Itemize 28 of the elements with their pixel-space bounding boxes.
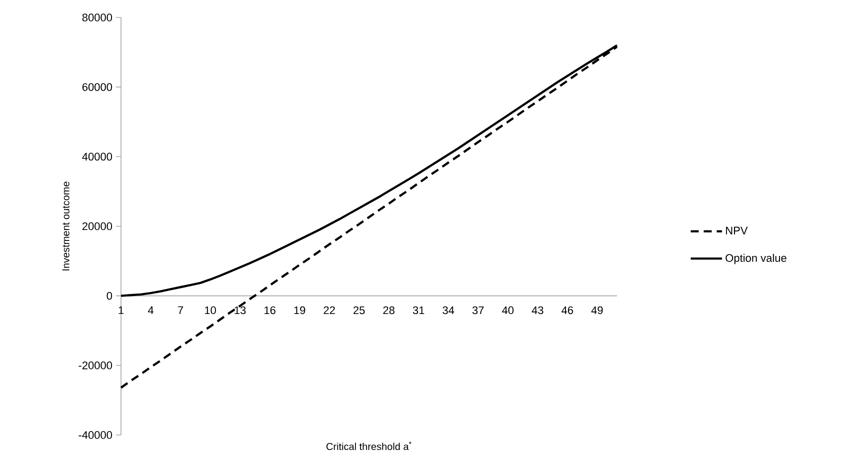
x-tick-label: 34 — [442, 306, 454, 314]
y-tick-label: 0 — [106, 292, 112, 300]
x-tick-label: 13 — [234, 306, 246, 314]
x-tick-label: 31 — [412, 306, 424, 314]
x-tick-label: 19 — [294, 306, 306, 314]
y-tick-label: 80000 — [82, 14, 112, 22]
legend-label: Option value — [726, 254, 786, 264]
x-tick-label: 49 — [591, 306, 603, 314]
x-tick-label: 10 — [205, 306, 216, 314]
x-tick-label: 4 — [148, 306, 154, 314]
x-tick-label: 40 — [502, 306, 514, 314]
x-tick-label: 7 — [178, 306, 184, 314]
y-tick-label: 60000 — [82, 83, 112, 91]
x-tick-label: 22 — [324, 306, 335, 314]
x-tick-label: 37 — [472, 306, 484, 314]
y-tick-label: 40000 — [82, 152, 112, 161]
legend-label: NPV — [726, 226, 748, 234]
x-tick-label: 16 — [264, 306, 276, 314]
x-tick-label: 46 — [562, 306, 574, 314]
x-tick-label: 1 — [118, 306, 124, 314]
x-tick-label: 28 — [383, 306, 394, 314]
x-tick-label: 25 — [354, 306, 365, 314]
y-tick-label: 20000 — [82, 222, 112, 230]
y-tick-label: -20000 — [78, 362, 112, 370]
y-axis-title: Investment outcome — [62, 182, 70, 270]
x-axis-title: Critical threshold a$^{*}$ — [326, 442, 412, 450]
y-tick-label: -40000 — [78, 431, 112, 439]
x-tick-label: 43 — [532, 306, 544, 314]
